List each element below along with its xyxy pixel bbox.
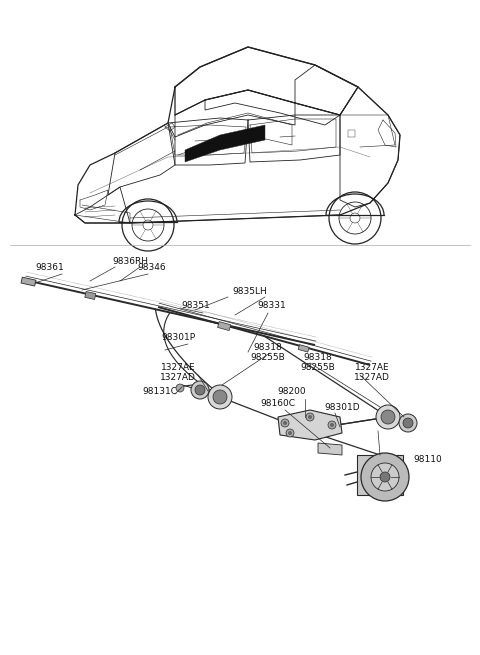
Circle shape [399, 414, 417, 432]
Bar [21, 277, 36, 286]
Text: 98255B: 98255B [300, 362, 336, 371]
Circle shape [328, 421, 336, 429]
Circle shape [381, 410, 395, 424]
Text: 98255B: 98255B [251, 352, 286, 362]
Text: 9836RH: 9836RH [112, 257, 148, 265]
Polygon shape [185, 125, 265, 162]
Text: 9835LH: 9835LH [233, 286, 267, 295]
Circle shape [176, 384, 184, 392]
Circle shape [288, 431, 292, 435]
Polygon shape [318, 443, 342, 455]
Circle shape [208, 385, 232, 409]
Circle shape [195, 385, 205, 395]
Circle shape [281, 419, 289, 427]
Circle shape [191, 381, 209, 399]
Bar [298, 345, 309, 352]
Text: 98318: 98318 [304, 352, 332, 362]
Text: 98318: 98318 [253, 343, 282, 352]
Text: 98346: 98346 [138, 263, 166, 272]
Circle shape [283, 421, 287, 425]
Text: 98301D: 98301D [324, 403, 360, 411]
Text: 1327AE: 1327AE [355, 362, 389, 371]
Circle shape [213, 390, 227, 404]
Text: 98361: 98361 [36, 263, 64, 272]
Circle shape [380, 472, 390, 482]
Circle shape [286, 429, 294, 437]
Bar [85, 291, 96, 299]
Circle shape [330, 423, 334, 427]
Polygon shape [278, 410, 342, 440]
Text: 1327AD: 1327AD [160, 373, 196, 381]
Polygon shape [357, 455, 403, 495]
Circle shape [376, 405, 400, 429]
Text: 98331: 98331 [258, 301, 287, 310]
Circle shape [308, 415, 312, 419]
Bar [217, 322, 231, 331]
Text: 1327AE: 1327AE [161, 362, 195, 371]
Text: 98351: 98351 [181, 301, 210, 310]
Text: 98160C: 98160C [261, 398, 296, 407]
Text: 98110: 98110 [414, 455, 443, 464]
Circle shape [306, 413, 314, 421]
Circle shape [371, 463, 399, 491]
Circle shape [361, 453, 409, 501]
Circle shape [403, 418, 413, 428]
Text: 98200: 98200 [278, 386, 306, 396]
Text: 98301P: 98301P [161, 333, 195, 343]
Text: 1327AD: 1327AD [354, 373, 390, 381]
Text: 98131C: 98131C [143, 386, 178, 396]
